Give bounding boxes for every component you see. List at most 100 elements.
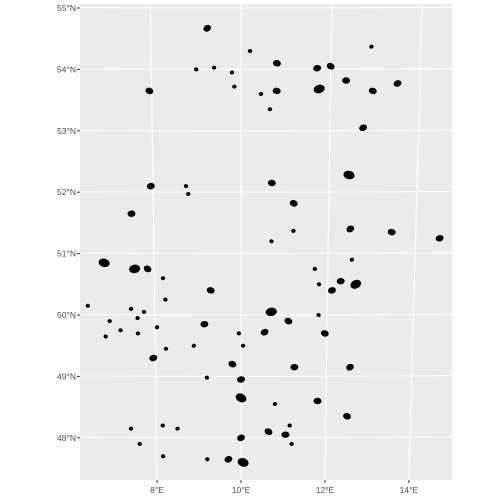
map-feature <box>240 343 246 348</box>
map-feature <box>127 210 136 217</box>
parallel-line <box>80 129 452 132</box>
map-feature <box>267 107 273 112</box>
map-feature <box>281 431 290 438</box>
map-feature <box>206 287 215 294</box>
latitude-tick-label: 49°N <box>57 371 76 381</box>
map-feature <box>272 60 281 67</box>
map-feature <box>98 258 110 268</box>
latitude-tick-label: 48°N <box>57 433 76 443</box>
map-feature <box>313 397 322 405</box>
map-feature <box>272 401 278 407</box>
map-feature <box>265 307 277 317</box>
map-feature <box>342 77 351 84</box>
map-feature <box>343 170 355 180</box>
map-feature <box>350 279 362 289</box>
map-feature <box>435 235 444 242</box>
map-feature <box>200 320 209 328</box>
map-feature <box>359 124 367 132</box>
latitude-tick-labels: 55°N 54°N 53°N 52°N 51°N 50°N 49°N 48°N <box>57 3 80 443</box>
map-feature <box>320 330 329 337</box>
map-feature <box>316 312 321 318</box>
map-feature <box>203 24 212 32</box>
map-feature <box>368 87 377 95</box>
latitude-tick-label: 51°N <box>57 249 76 259</box>
map-feature <box>326 62 335 70</box>
map-feature <box>237 434 245 442</box>
map-feature <box>107 319 112 324</box>
longitude-tick-label: 8°E <box>150 485 164 495</box>
map-feature <box>163 346 169 351</box>
map-feature <box>260 328 269 336</box>
map-feature <box>327 287 336 294</box>
map-feature <box>284 317 293 325</box>
map-feature <box>135 331 141 336</box>
longitude-tick-label: 14°E <box>400 485 419 495</box>
map-feature <box>228 360 237 368</box>
longitude-tick-label: 12°E <box>316 485 335 495</box>
map-feature <box>103 334 108 339</box>
map-feature <box>237 458 249 467</box>
map-feature <box>149 354 158 362</box>
meridian-line <box>408 4 423 480</box>
map-feature <box>205 457 210 462</box>
map-feature <box>369 44 374 49</box>
map-feature <box>291 228 296 233</box>
map-feature <box>128 306 134 311</box>
map-feature <box>316 282 322 287</box>
parallel-line <box>80 190 452 193</box>
map-feature <box>236 331 242 336</box>
parallel-line <box>80 6 452 9</box>
map-feature <box>258 91 264 97</box>
map-feature <box>237 376 245 383</box>
map-feature <box>289 441 294 446</box>
map-feature <box>346 225 355 233</box>
map-feature <box>191 343 196 348</box>
map-feature <box>175 426 180 431</box>
latitude-tick-label: 55°N <box>57 3 76 13</box>
map-feature <box>289 200 298 207</box>
map-feature <box>264 428 273 436</box>
map-feature <box>135 316 140 321</box>
map-feature <box>336 277 345 285</box>
longitude-tick-labels: 8°E 10°E 12°E 14°E <box>150 480 419 495</box>
map-feature <box>143 265 152 273</box>
panel-background <box>80 4 452 480</box>
map-feature <box>267 179 276 187</box>
map-feature <box>129 264 141 274</box>
map-feature <box>194 67 199 72</box>
map-feature <box>163 297 168 302</box>
map-feature <box>224 456 233 463</box>
map-feature <box>186 191 191 197</box>
map-feature <box>247 48 253 54</box>
map-feature <box>183 184 189 189</box>
map-feature <box>204 375 210 380</box>
parallel-line <box>80 252 452 255</box>
map-feature <box>287 423 292 428</box>
longitude-tick-label: 10°E <box>232 485 251 495</box>
map-feature <box>312 266 317 271</box>
map-feature <box>229 70 235 75</box>
map-feature <box>290 363 299 371</box>
map-feature <box>346 363 354 371</box>
meridian-line <box>324 4 333 480</box>
map-feature <box>232 84 237 89</box>
map-feature <box>118 328 123 333</box>
parallel-line <box>80 313 452 316</box>
map-feature <box>128 426 134 431</box>
latitude-tick-label: 54°N <box>57 64 76 74</box>
map-feature <box>313 84 325 94</box>
map-feature <box>387 228 396 236</box>
map-feature <box>137 441 142 446</box>
meridian-line <box>149 4 158 480</box>
map-feature <box>272 87 281 95</box>
parallel-line <box>80 68 452 70</box>
map-feature <box>313 64 322 72</box>
map-feature <box>269 239 274 244</box>
map-feature <box>160 423 165 428</box>
map-feature <box>154 325 160 330</box>
map-feature <box>85 303 90 308</box>
map-feature <box>145 87 154 95</box>
map-feature <box>349 257 355 262</box>
map-feature <box>160 454 166 459</box>
